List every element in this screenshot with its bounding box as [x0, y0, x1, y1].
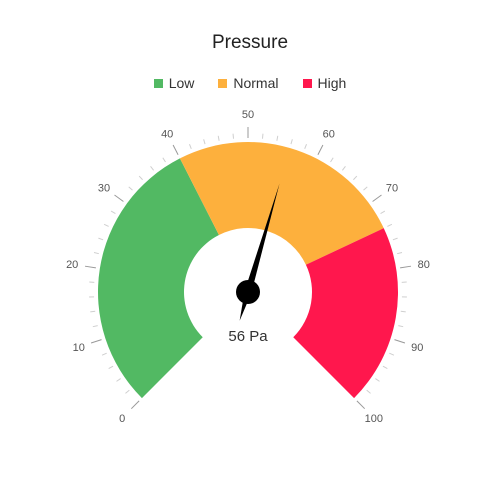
- legend-label-normal: Normal: [233, 75, 279, 91]
- gauge-value-label: 56 Pa: [228, 328, 268, 345]
- gauge-tick-label-70: 70: [386, 182, 398, 194]
- gauge-minor-ticks: [89, 133, 407, 394]
- gauge-major-tick: [172, 144, 179, 156]
- legend-swatch-high: [302, 78, 312, 88]
- gauge-minor-tick: [103, 223, 109, 227]
- gauge-tick-label-0: 0: [119, 413, 125, 425]
- gauge-minor-tick: [108, 365, 114, 370]
- gauge-tick-label-20: 20: [66, 259, 78, 271]
- gauge-minor-tick: [93, 251, 99, 255]
- gauge-minor-tick: [353, 175, 358, 181]
- gauge-major-tick: [90, 339, 102, 344]
- gauge-minor-tick: [92, 325, 98, 328]
- gauge-major-tick: [114, 194, 124, 202]
- gauge-band-low[interactable]: [97, 158, 219, 399]
- gauge-minor-tick: [138, 175, 143, 181]
- gauge-major-tick: [400, 265, 412, 269]
- gauge-band-high[interactable]: [293, 228, 399, 399]
- gauge-band-normal[interactable]: [179, 141, 384, 265]
- legend-item-high[interactable]: High: [302, 75, 347, 91]
- gauge-minor-tick: [217, 135, 220, 141]
- gauge-minor-tick: [398, 325, 404, 328]
- gauge-tick-label-90: 90: [411, 342, 423, 354]
- gauge-tick-label-100: 100: [365, 413, 383, 425]
- gauge-minor-tick: [98, 237, 104, 241]
- gauge-tick-labels: 0 10 20 30 40 50 60 70 80 90 100: [66, 109, 430, 425]
- gauge-minor-tick: [387, 223, 393, 227]
- gauge-minor-tick: [128, 186, 133, 191]
- gauge-major-tick: [394, 339, 406, 344]
- gauge-minor-tick: [366, 389, 371, 394]
- gauge-minor-tick: [392, 237, 398, 241]
- legend: Low Normal High: [0, 75, 500, 91]
- gauge-major-tick: [356, 400, 366, 410]
- gauge-major-tick: [372, 194, 382, 202]
- legend-label-low: Low: [168, 75, 195, 91]
- gauge-minor-tick: [363, 186, 368, 191]
- gauge-minor-tick: [276, 135, 279, 141]
- legend-swatch-low: [153, 78, 163, 88]
- gauge-minor-tick: [389, 352, 395, 356]
- gauge-major-tick: [84, 265, 96, 269]
- gauge-minor-tick: [110, 210, 116, 215]
- gauge-minor-tick: [375, 378, 380, 382]
- gauge-tick-label-30: 30: [98, 182, 110, 194]
- gauge-minor-tick: [330, 157, 334, 163]
- legend-item-low[interactable]: Low: [153, 75, 195, 91]
- gauge-minor-tick: [290, 139, 293, 145]
- gauge-minor-tick: [400, 310, 406, 313]
- gauge-minor-tick: [116, 378, 121, 382]
- gauge-major-ticks: [84, 127, 412, 410]
- gauge-minor-tick: [203, 139, 206, 145]
- gauge-needle-hub: [236, 280, 260, 304]
- legend-swatch-normal: [218, 78, 228, 88]
- gauge-bands: [97, 141, 399, 399]
- gauge-tick-label-40: 40: [161, 128, 173, 140]
- gauge-minor-tick: [189, 143, 192, 149]
- gauge-tick-label-10: 10: [73, 342, 85, 354]
- gauge-major-tick: [130, 400, 140, 410]
- gauge-major-tick: [317, 144, 324, 156]
- gauge-tick-label-50: 50: [242, 109, 254, 121]
- gauge-minor-tick: [125, 389, 130, 394]
- gauge-tick-label-80: 80: [418, 259, 430, 271]
- legend-label-high: High: [317, 75, 347, 91]
- legend-item-normal[interactable]: Normal: [218, 75, 279, 91]
- gauge-minor-tick: [101, 352, 107, 356]
- gauge-minor-tick: [90, 310, 96, 313]
- chart-title: Pressure: [211, 32, 289, 53]
- gauge-minor-tick: [380, 210, 386, 215]
- gauge-minor-tick: [304, 143, 307, 149]
- gauge-minor-tick: [162, 157, 166, 163]
- gauge-tick-label-60: 60: [323, 128, 335, 140]
- gauge-minor-tick: [382, 365, 388, 370]
- gauge-minor-tick: [341, 166, 346, 171]
- gauge-minor-tick: [150, 166, 155, 171]
- gauge-minor-tick: [397, 251, 403, 255]
